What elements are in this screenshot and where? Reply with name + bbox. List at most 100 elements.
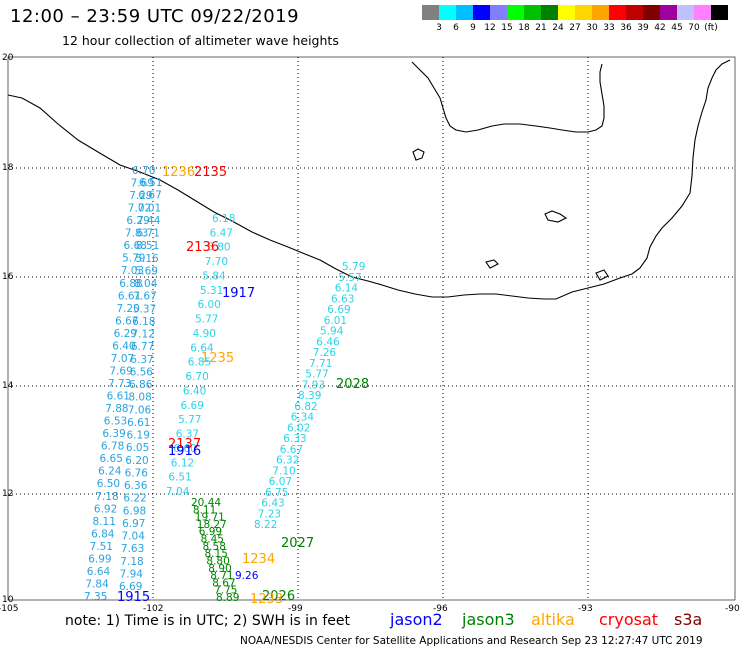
pass-time-label: 1915 [117, 590, 150, 605]
wave-height-value: 6.61 [118, 290, 141, 302]
legend-swatch [541, 5, 558, 20]
map-title: 12:00 – 23:59 UTC 09/22/2019 [10, 6, 300, 27]
wave-height-value: 6.51 [139, 177, 162, 189]
island [595, 269, 609, 281]
wave-height-value: 8.67 [212, 577, 235, 589]
wave-height-value: 5.79 [122, 253, 145, 265]
wave-height-value: 8.58 [203, 541, 226, 553]
wave-height-value: 6.00 [198, 299, 221, 311]
wave-height-value: 6.36 [124, 480, 148, 492]
legend-label: 39 [637, 23, 649, 33]
wave-height-value: 8.08 [128, 392, 151, 404]
pass-time-label: 1236 [162, 165, 195, 180]
wave-height-value: 7.04 [166, 486, 190, 498]
wave-height-value: 5.84 [202, 271, 226, 283]
pass-time-label: 1917 [222, 286, 255, 301]
satellite-cryosat: cryosat [599, 610, 659, 629]
legend-swatch [456, 5, 473, 20]
legend-swatch [473, 5, 490, 20]
wave-height-value: 6.88 [119, 278, 142, 290]
wave-height-value: 7.02 [128, 203, 151, 215]
legend-swatch [439, 5, 456, 20]
legend-label: 33 [603, 23, 615, 33]
wave-height-value: 7.67 [133, 291, 156, 303]
map-subtitle: 12 hour collection of altimeter wave hei… [62, 33, 339, 48]
wave-height-value: 6.19 [127, 430, 150, 442]
wave-height-value: 5.57 [338, 272, 361, 284]
wave-height-value: 8.04 [134, 278, 158, 290]
legend-label: 30 [586, 23, 598, 33]
wave-height-value: 6.18 [212, 213, 235, 225]
wave-height-value: 5.79 [342, 261, 365, 273]
wave-height-value: 7.23 [258, 508, 281, 520]
legend-swatch [507, 5, 524, 20]
legend-label: 12 [484, 23, 496, 33]
wave-height-value: 5.77 [178, 414, 201, 426]
lat-tick-label: 12 [2, 489, 13, 499]
wave-height-value: 7.93 [302, 379, 325, 391]
island [544, 210, 568, 223]
wave-height-value: 6.40 [112, 340, 135, 352]
wave-height-value: 6.51 [168, 472, 191, 484]
track-5: 20.448.1119.7118.276.998.458.588.158.808… [191, 497, 314, 604]
legend-swatch [711, 5, 728, 20]
wave-height-value: 5.16 [135, 253, 159, 265]
legend-label: 18 [518, 23, 530, 33]
wave-height-value: 6.32 [276, 455, 299, 467]
legend-swatch [677, 5, 694, 20]
legend-label: (ft) [704, 23, 718, 33]
lat-tick-label: 10 [2, 595, 14, 605]
pass-time-label: 2028 [336, 377, 369, 392]
wave-height-value: 6.29 [126, 215, 149, 227]
wave-height-value: 6.14 [335, 283, 359, 295]
legend-label: 6 [453, 23, 459, 33]
legend-swatch [422, 5, 439, 20]
wave-height-value: 6.61 [107, 391, 130, 403]
track-3: 6.18 6.47 5.80 7.70 5.84 5.31 6.00 5.77 4.90 6.64… [166, 213, 255, 498]
wave-height-value: 7.26 [313, 347, 337, 359]
lagoon [485, 259, 499, 269]
wave-height-value: 7.69 [131, 178, 154, 190]
wave-height-value: 6.39 [102, 428, 125, 440]
wave-height-value: 6.84 [91, 528, 115, 540]
wave-height-value: 6.40 [183, 385, 206, 397]
wave-height-value: 6.37 [130, 354, 153, 366]
wave-height-value: 7.73 [108, 378, 131, 390]
lat-tick-label: 16 [2, 272, 14, 282]
wave-height-value: 6.24 [98, 466, 122, 478]
legend-label: 15 [501, 23, 513, 33]
wave-height-value: 6.70 [185, 371, 208, 383]
wave-height-value: 6.98 [123, 505, 146, 517]
wave-height-value: 6.64 [190, 342, 214, 354]
lat-tick-label: 14 [2, 381, 14, 391]
wave-height-value: 7.84 [85, 579, 109, 591]
wave-height-value: 5.37 [133, 303, 156, 315]
wave-height-value: 7.75 [214, 585, 237, 597]
wave-height-value: 7.44 [137, 215, 161, 227]
legend-label: 3 [436, 23, 442, 33]
wave-height-value: 8.89 [216, 592, 239, 604]
wave-height-value: 6.43 [261, 498, 284, 510]
wave-height-value: 5.31 [200, 285, 223, 297]
wave-height-value: 6.01 [324, 315, 347, 327]
wave-height-value: 6.47 [210, 227, 233, 239]
track-1: 6.707.697.297.026.297.836.685.797.036.88… [84, 165, 155, 605]
wave-height-value: 6.12 [171, 457, 194, 469]
legend-label: 21 [535, 23, 547, 33]
wave-height-value: 6.99 [199, 526, 222, 538]
wave-height-value: 6.82 [294, 401, 317, 413]
lon-tick-label: -93 [578, 604, 593, 614]
legend-swatch [490, 5, 507, 20]
wave-height-value: 7.71 [309, 358, 332, 370]
legend-label: 45 [671, 23, 683, 33]
pass-time-label: 1233 [250, 592, 283, 607]
legend-swatch [609, 5, 626, 20]
pass-time-label: 2026 [262, 589, 295, 604]
credit-line: NOAA/NESDIS Center for Satellite Applica… [240, 635, 703, 647]
wave-height-value: 7.83 [125, 228, 148, 240]
legend-label: 36 [620, 23, 632, 33]
island [412, 148, 425, 161]
wave-height-value: 6.68 [124, 240, 147, 252]
legend-label: 27 [569, 23, 581, 33]
